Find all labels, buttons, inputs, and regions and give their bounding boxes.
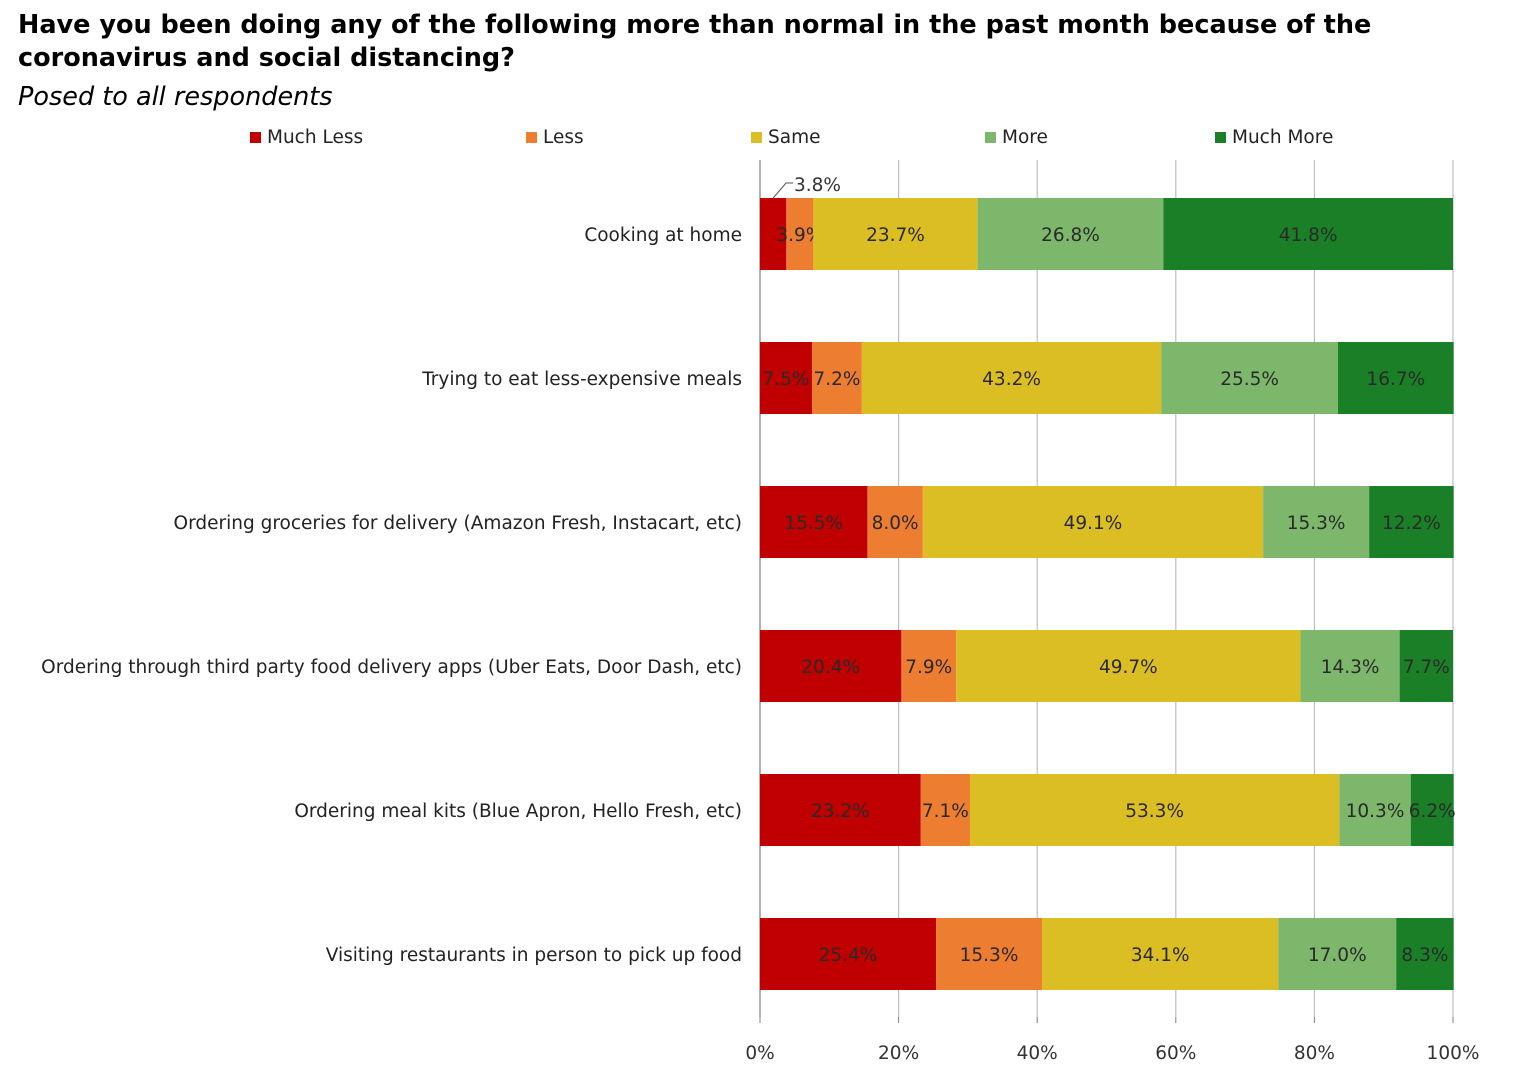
bar-much-less: [760, 486, 868, 558]
legend-label-more: More: [1002, 127, 1048, 148]
data-label: 53.3%: [1125, 801, 1184, 822]
bar-less: [867, 486, 923, 558]
legend-item-much-less: Much Less: [250, 127, 363, 148]
bar-same: [956, 630, 1301, 702]
category-label: Ordering groceries for delivery (Amazon …: [174, 513, 742, 534]
legend-item-more: More: [985, 127, 1048, 148]
bar-more: [1278, 918, 1397, 990]
data-label: 26.8%: [1041, 225, 1100, 246]
x-tick-label: 0%: [745, 1043, 774, 1064]
bar-much-less: [760, 630, 902, 702]
legend-label-much-more: Much More: [1232, 127, 1334, 148]
legend-swatch-less: [526, 132, 537, 143]
bar-more: [1339, 774, 1411, 846]
data-label: 8.0%: [872, 513, 919, 534]
legend-label-less: Less: [543, 127, 584, 148]
bar-more: [977, 198, 1164, 270]
data-label: 20.4%: [801, 657, 860, 678]
bar-more: [1300, 630, 1400, 702]
data-label: 41.8%: [1279, 225, 1338, 246]
data-label: 17.0%: [1308, 945, 1367, 966]
legend-swatch-more: [985, 132, 996, 143]
bar-same: [922, 486, 1264, 558]
bar-much-more: [1410, 774, 1454, 846]
x-tick-label: 60%: [1155, 1043, 1196, 1064]
bar-same: [861, 342, 1162, 414]
data-label: 14.3%: [1321, 657, 1380, 678]
data-label: 8.3%: [1401, 945, 1448, 966]
bar-much-less: [760, 774, 921, 846]
category-label: Ordering through third party food delive…: [41, 657, 742, 678]
x-tick-label: 20%: [878, 1043, 919, 1064]
bar-much-more: [1369, 486, 1454, 558]
legend-swatch-same: [751, 132, 762, 143]
x-tick-label: 80%: [1294, 1043, 1335, 1064]
bar-much-less: [760, 342, 812, 414]
data-label: 23.7%: [866, 225, 925, 246]
bar-much-less: [760, 918, 937, 990]
data-label: 12.2%: [1382, 513, 1441, 534]
category-label: Visiting restaurants in person to pick u…: [326, 945, 742, 966]
data-label: 15.3%: [1287, 513, 1346, 534]
data-label: 49.7%: [1099, 657, 1158, 678]
bar-less: [786, 198, 814, 270]
data-label: 3.8%: [794, 175, 841, 196]
data-label: 49.1%: [1064, 513, 1123, 534]
legend-item-same: Same: [751, 127, 820, 148]
data-label: 7.2%: [813, 369, 860, 390]
bar-same: [969, 774, 1340, 846]
bar-much-more: [1337, 342, 1454, 414]
data-label-leader: [772, 182, 793, 199]
x-tick-label: 40%: [1017, 1043, 1058, 1064]
data-label: 16.7%: [1366, 369, 1425, 390]
data-label: 10.3%: [1346, 801, 1405, 822]
data-label: 43.2%: [982, 369, 1041, 390]
bar-same: [813, 198, 978, 270]
x-tick-label: 100%: [1427, 1043, 1480, 1064]
legend-label-much-less: Much Less: [267, 127, 364, 148]
bar-more: [1263, 486, 1370, 558]
legend-swatch-much-more: [1215, 132, 1226, 143]
bar-same: [1042, 918, 1279, 990]
data-label: 6.2%: [1409, 801, 1456, 822]
bar-much-more: [1163, 198, 1453, 270]
category-label: Trying to eat less-expensive meals: [421, 369, 742, 390]
bar-less: [901, 630, 957, 702]
category-label: Ordering meal kits (Blue Apron, Hello Fr…: [294, 801, 742, 822]
data-label: 15.3%: [960, 945, 1019, 966]
legend-item-less: Less: [526, 127, 584, 148]
legend: Much Less Less Same More Much More: [0, 127, 1537, 153]
bar-much-less: [760, 198, 787, 270]
bar-much-more: [1396, 918, 1454, 990]
bar-less: [920, 774, 970, 846]
data-label: 7.7%: [1403, 657, 1450, 678]
data-label: 23.2%: [811, 801, 870, 822]
bar-less: [811, 342, 862, 414]
data-label: 15.5%: [784, 513, 843, 534]
legend-label-same: Same: [768, 127, 821, 148]
data-label: 3.9%: [776, 225, 823, 246]
bar-less: [936, 918, 1043, 990]
chart-subtitle: Posed to all respondents: [18, 82, 333, 112]
data-label: 7.1%: [922, 801, 969, 822]
data-label: 25.4%: [819, 945, 878, 966]
data-label: 7.5%: [762, 369, 809, 390]
category-label: Cooking at home: [584, 225, 742, 246]
chart-title: Have you been doing any of the following…: [18, 10, 1372, 73]
bar-much-more: [1399, 630, 1453, 702]
bar-more: [1161, 342, 1338, 414]
legend-item-much-more: Much More: [1215, 127, 1333, 148]
data-label: 25.5%: [1220, 369, 1279, 390]
legend-swatch-much-less: [250, 132, 261, 143]
data-label: 7.9%: [905, 657, 952, 678]
data-label: 34.1%: [1131, 945, 1190, 966]
